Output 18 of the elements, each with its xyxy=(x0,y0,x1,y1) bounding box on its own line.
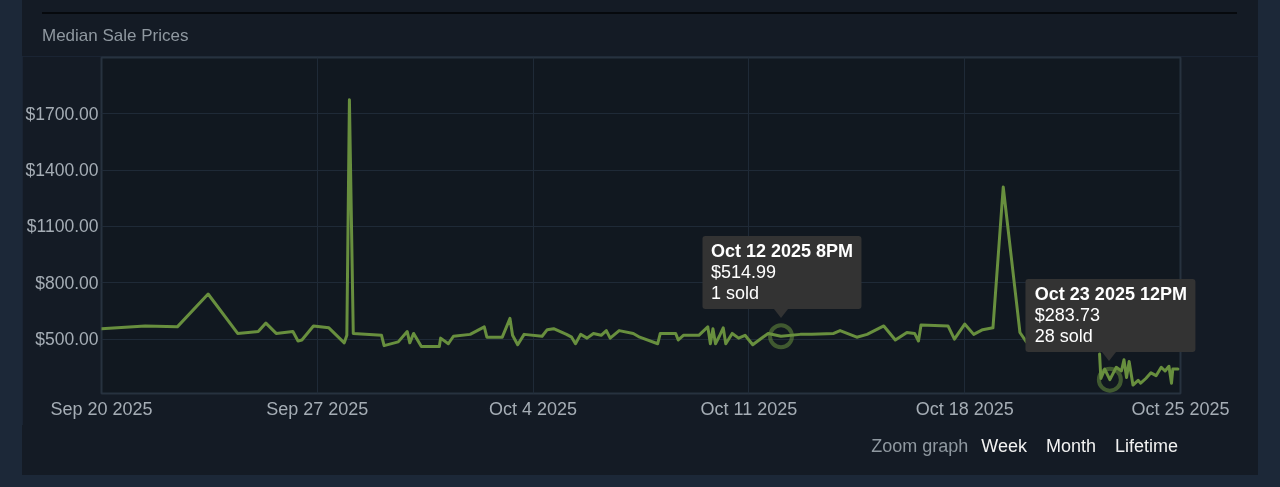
chart-title: Median Sale Prices xyxy=(42,26,189,46)
annotation: Oct 12 2025 8PM $514.99 1 sold xyxy=(710,240,854,304)
x-tick-label: Sep 20 2025 xyxy=(50,398,153,419)
text: Lifetime xyxy=(1114,436,1178,456)
y-tick-label: $500.00 xyxy=(35,329,99,350)
y-tick-label: $1700.00 xyxy=(25,103,99,124)
text: Week xyxy=(981,436,1027,456)
text: Zoom graph xyxy=(871,436,969,456)
x-tick-label: Oct 4 2025 xyxy=(489,398,578,419)
annotation: Oct 23 2025 12PM $283.73 28 sold xyxy=(1034,284,1187,348)
y-tick-label: $1400.00 xyxy=(25,160,99,181)
y-tick-label: $800.00 xyxy=(35,272,99,293)
text: Month xyxy=(1045,436,1096,456)
x-tick-label: Oct 25 2025 xyxy=(1131,398,1230,419)
x-tick-label: Oct 18 2025 xyxy=(915,398,1014,419)
x-tick-label: Sep 27 2025 xyxy=(266,398,369,419)
x-tick-label: Oct 11 2025 xyxy=(700,398,798,419)
y-tick-label: $1100.00 xyxy=(26,216,99,237)
